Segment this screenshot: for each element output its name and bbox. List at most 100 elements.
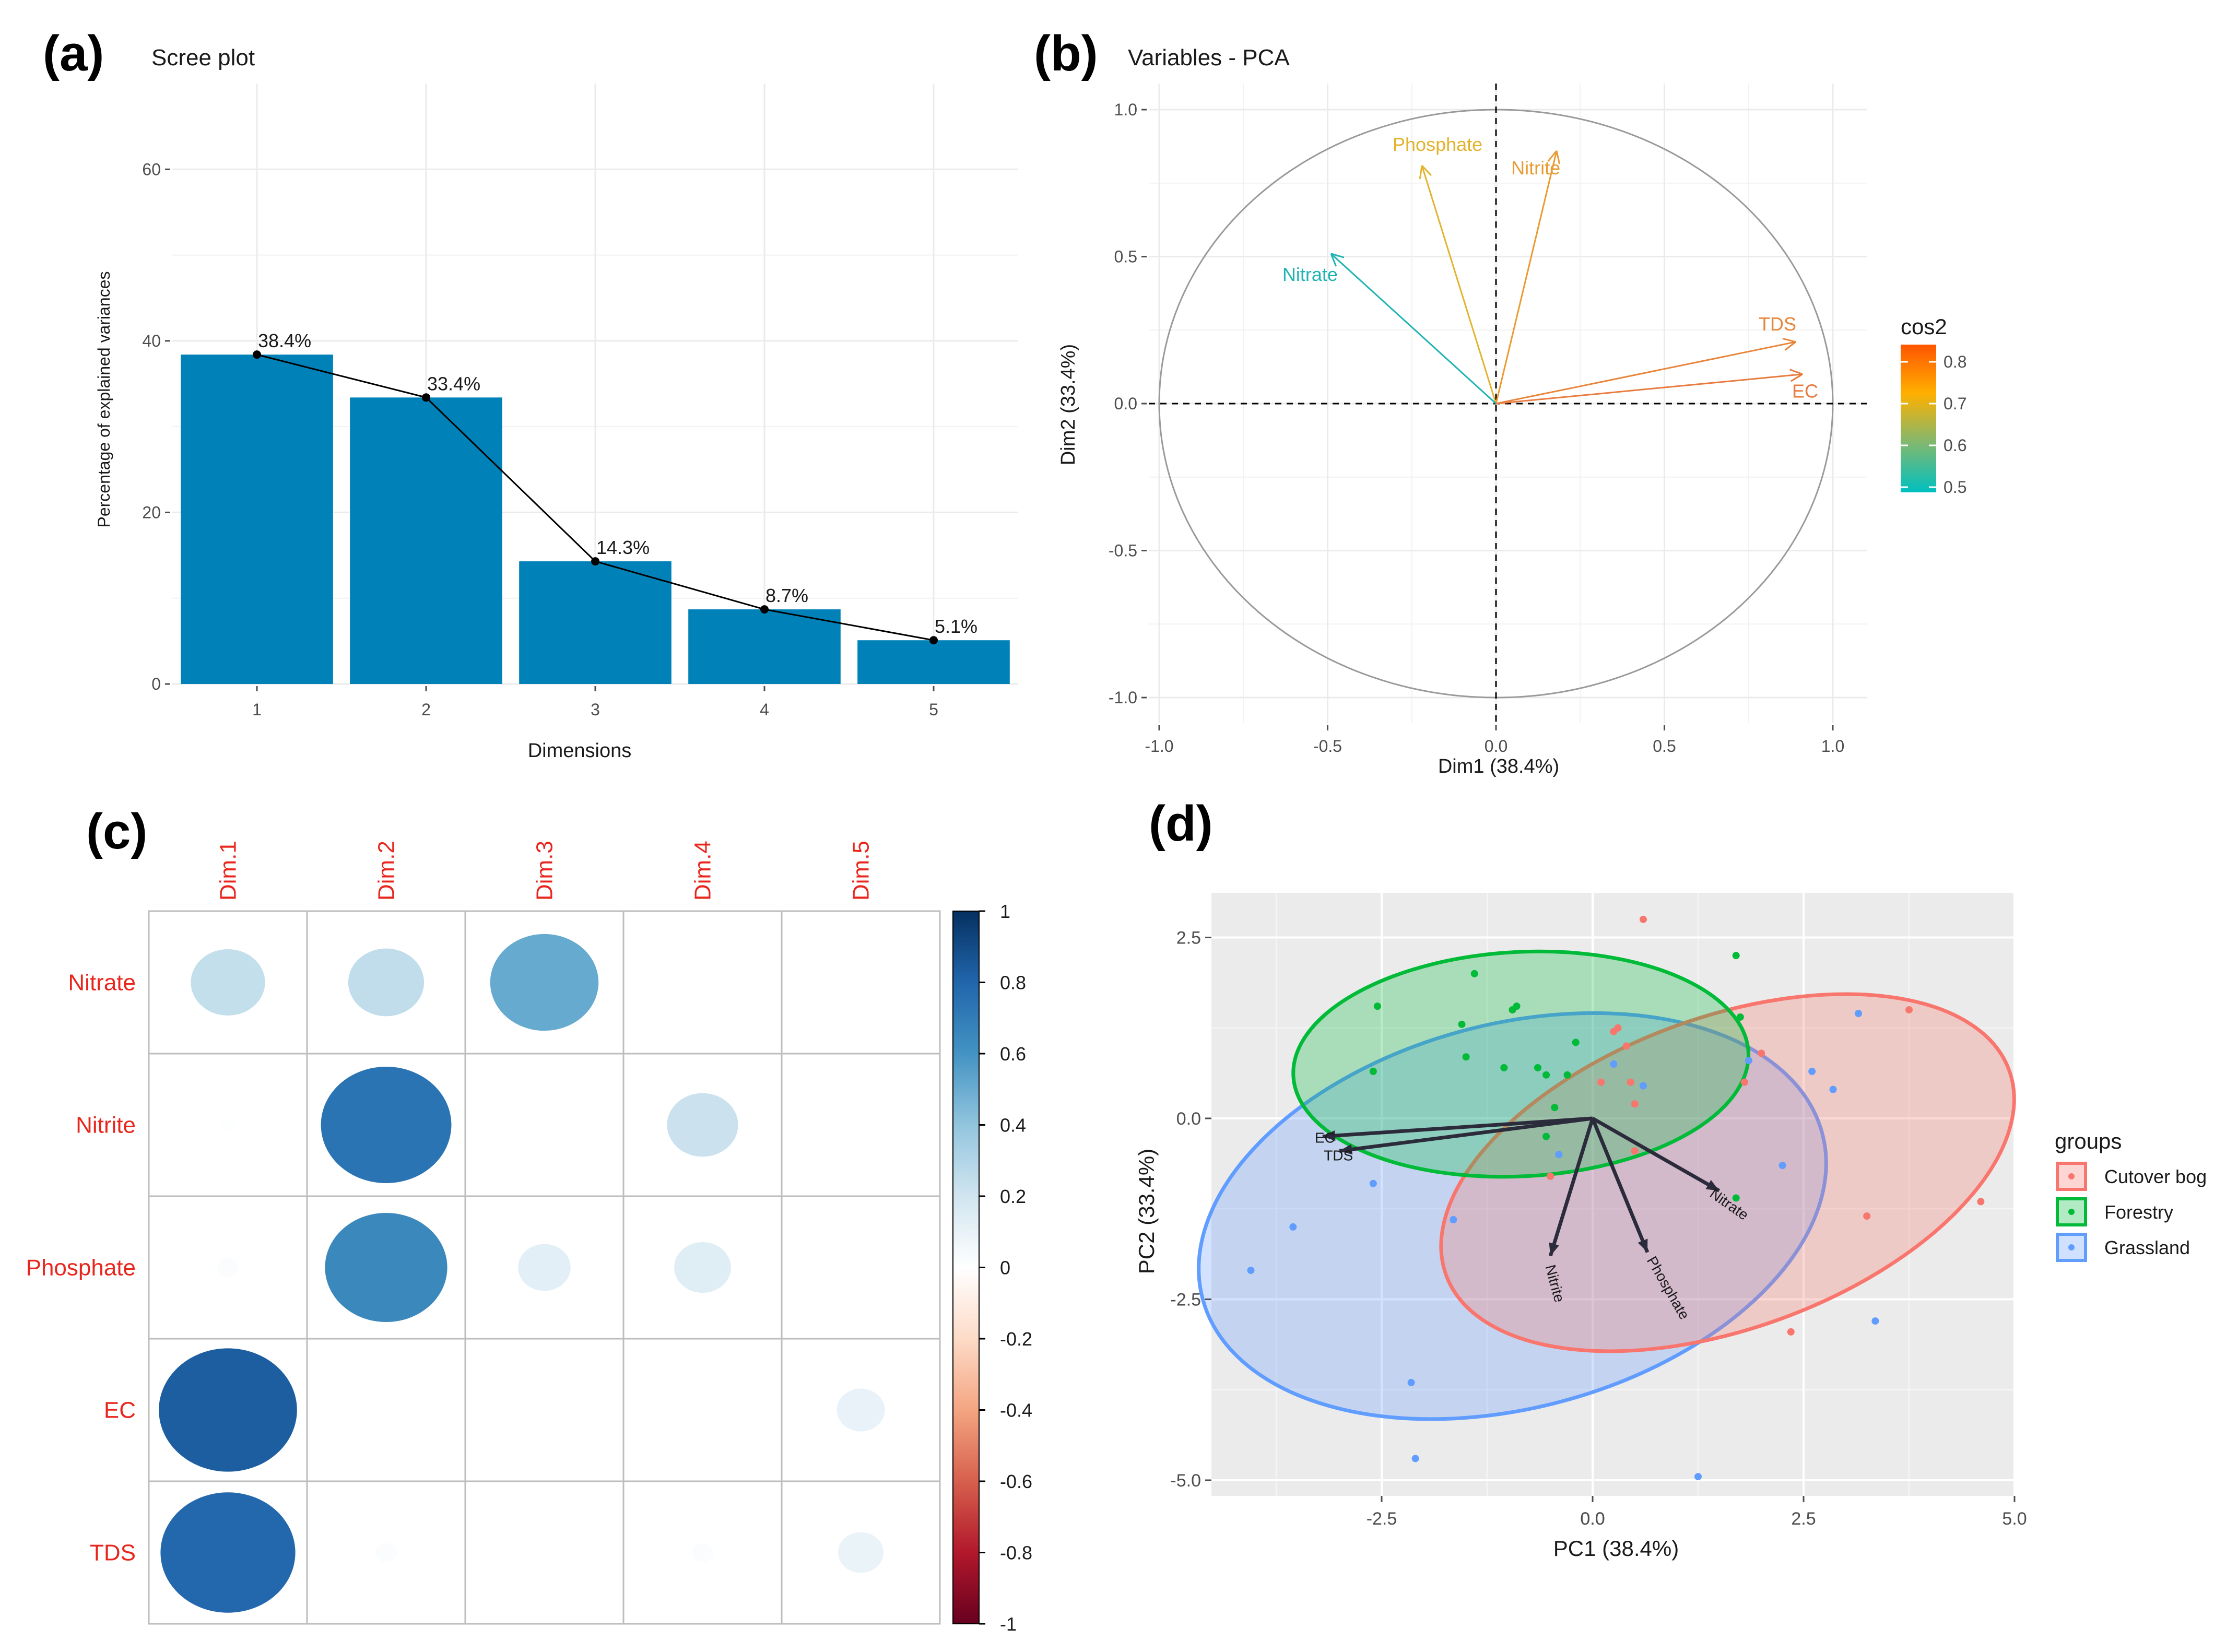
biplot-point (1863, 1212, 1871, 1220)
biplot-point (1547, 1172, 1554, 1180)
varpca-arrow-nitrate (1330, 253, 1497, 405)
biplot-point (1458, 1020, 1466, 1028)
scree-xtick-label: 3 (591, 700, 600, 719)
biplot-point (1732, 952, 1740, 960)
corr-row-label: TDS (90, 1540, 136, 1566)
biplot-point (1808, 1067, 1816, 1075)
varpca-arrowhead (1547, 150, 1558, 162)
biplot-point (1597, 1078, 1605, 1086)
scree-point (591, 557, 599, 566)
biplot-point (1758, 1049, 1765, 1057)
biplot-point (1542, 1132, 1550, 1140)
varpca-colorbar-label: 0.8 (1943, 352, 1966, 371)
varpca-ytick-label: -0.5 (1109, 541, 1137, 560)
corr-row-label: Phosphate (26, 1255, 136, 1281)
varpca-arrowhead (1789, 369, 1803, 375)
biplot-point (1373, 1002, 1381, 1010)
biplot-arrow-phosphate (1591, 1117, 1650, 1253)
biplot-xtick-label: 0.0 (1580, 1509, 1605, 1529)
varpca-ylabel: Dim2 (33.4%) (1057, 344, 1079, 465)
correlation-plot: Nitrate Nitrite Phosphate EC TDS Dim.1 Dim.2 Di… (26, 841, 1032, 1635)
biplot-arrowhead (1549, 1242, 1559, 1256)
varpca-legend-title: cos2 (1901, 314, 1947, 339)
biplot-point (1563, 1071, 1571, 1079)
corr-circle (375, 1543, 397, 1562)
varpca-xlabel: Dim1 (38.4%) (1438, 756, 1559, 777)
varpca-arrowhead (1556, 150, 1561, 164)
varpca-xtick-label: 1.0 (1821, 737, 1844, 756)
biplot-ellipse-forestry (1291, 949, 1751, 1179)
varpca-arrowhead (1782, 337, 1796, 343)
varpca-arrow-ec (1495, 373, 1803, 405)
varpca-ytick-label: -1.0 (1109, 688, 1137, 707)
biplot-ylabel: PC2 (33.4%) (1134, 1149, 1159, 1274)
biplot-arrowhead (1339, 1144, 1353, 1155)
biplot-arrowhead (1705, 1179, 1719, 1191)
corr-row-label: Nitrite (76, 1113, 136, 1138)
corr-circle (160, 1492, 296, 1613)
corr-colorbar-label: -1 (1000, 1613, 1017, 1635)
varpca-xtick-label: 0.0 (1485, 737, 1507, 756)
biplot-legend-dot (2068, 1209, 2075, 1215)
biplot-legend-title: groups (2055, 1129, 2122, 1153)
corr-circle (838, 1532, 884, 1573)
biplot-point (1369, 1179, 1377, 1187)
biplot-point (1736, 1013, 1744, 1021)
varpca-arrowhead (1330, 253, 1337, 267)
corr-colorbar (952, 911, 980, 1624)
scree-ylabel: Percentage of explained variances (95, 272, 113, 528)
biplot-point (1610, 1060, 1618, 1068)
biplot-point (1470, 970, 1478, 977)
corr-colorbar-label: 1 (1000, 901, 1010, 922)
corr-colorbar-label: -0.6 (1000, 1471, 1032, 1492)
biplot-point (1694, 1473, 1702, 1481)
scree-bar (519, 561, 672, 684)
biplot-point (1369, 1067, 1377, 1075)
biplot-point (1500, 1064, 1508, 1071)
biplot-point (1732, 1194, 1740, 1202)
biplot-point (1905, 1006, 1913, 1014)
corr-circle (667, 1093, 738, 1157)
corr-row-label: EC (104, 1398, 136, 1423)
scree-plot: Scree plot 38.4% 33.4% 14.3% 8.7% 5.1% 0 20 40… (95, 45, 1018, 762)
corr-circle (321, 1066, 452, 1184)
biplot-point (1551, 1104, 1559, 1112)
varpca-colorbar-label: 0.5 (1943, 478, 1966, 497)
biplot-point (1542, 1071, 1550, 1079)
scree-point (253, 350, 261, 359)
corr-circle (837, 1388, 885, 1432)
scree-data-label: 5.1% (935, 616, 977, 637)
varpca-arrowhead (1421, 164, 1432, 176)
corr-circle (325, 1212, 447, 1323)
biplot-xtick-label: 0.0 (1580, 1509, 1605, 1529)
corr-circle (159, 1348, 297, 1472)
biplot-point (1622, 1042, 1630, 1050)
biplot-point (1740, 1078, 1748, 1086)
biplot-arrow-ec (1322, 1116, 1593, 1139)
panel-label-c: (c) (86, 804, 147, 859)
biplot-point (1631, 1100, 1639, 1108)
scree-ytick-label: 20 (142, 503, 161, 522)
corr-colorbar-label: -0.8 (1000, 1542, 1032, 1564)
scree-xtick-label: 1 (252, 700, 262, 719)
corr-col-label: Dim.1 (216, 841, 241, 901)
biplot-point (1745, 1057, 1752, 1065)
varpca-arrowhead (1784, 341, 1796, 351)
corr-col-label: Dim.5 (849, 841, 874, 901)
varpca-title: Variables - PCA (1128, 45, 1290, 70)
scree-xtick-label: 4 (760, 700, 769, 719)
scree-bar (350, 397, 502, 684)
biplot-legend-key (2056, 1233, 2087, 1262)
biplot-legend-label: Grassland (2104, 1237, 2190, 1258)
varpca-arrow-nitrite (1495, 150, 1558, 404)
biplot-ytick-label: -5.0 (1170, 1471, 1201, 1491)
varpca-ytick-label: 0.0 (1114, 394, 1137, 413)
scree-data-label: 33.4% (427, 373, 480, 394)
corr-circle (191, 949, 265, 1016)
scree-data-label: 38.4% (258, 330, 311, 351)
scree-ytick-label: 60 (142, 160, 161, 179)
scree-ytick-label: 40 (142, 332, 161, 350)
biplot-arrow-label-ec: EC (1315, 1130, 1335, 1146)
